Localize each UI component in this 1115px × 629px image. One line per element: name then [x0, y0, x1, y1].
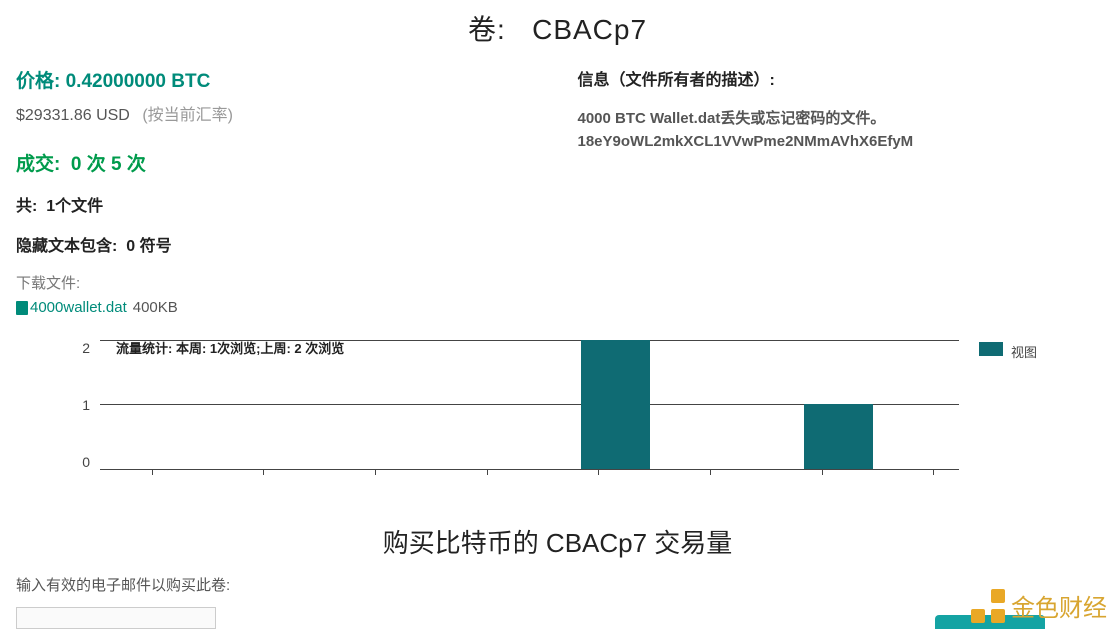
hidden-text: 隐藏文本包含: 0 符号	[16, 232, 538, 256]
legend-swatch	[979, 342, 1003, 356]
x-tick	[822, 469, 823, 475]
x-tick	[710, 469, 711, 475]
deal-label: 成交:	[16, 154, 60, 175]
title-name: CBACp7	[532, 14, 647, 45]
info-body: 4000 BTC Wallet.dat丢失或忘记密码的文件。 18eY9oWL2…	[578, 108, 1100, 153]
download-filename: 4000wallet.dat	[30, 299, 127, 316]
x-tick	[933, 469, 934, 475]
usd-note: (按当前汇率)	[142, 107, 233, 124]
hidden-value: 0 符号	[126, 238, 171, 255]
watermark-text: 金色财经	[1011, 588, 1107, 623]
watermark: 金色财经	[971, 588, 1107, 623]
traffic-chart: 流量统计: 本周: 1次浏览;上周: 2 次浏览 2 1 0 视图	[16, 340, 1099, 495]
y-tick: 0	[82, 454, 90, 470]
chart-bar	[581, 340, 650, 469]
usd-amount: $29331.86 USD	[16, 107, 130, 124]
chart-y-axis: 2 1 0	[16, 340, 100, 470]
email-input[interactable]	[16, 607, 216, 629]
chart-legend: 视图	[959, 340, 1099, 495]
info-line1: 4000 BTC Wallet.dat丢失或忘记密码的文件。	[578, 108, 1100, 131]
x-tick	[598, 469, 599, 475]
deal-line: 成交: 0 次 5 次	[16, 149, 538, 176]
title-prefix: 卷:	[468, 14, 506, 45]
chart-bar	[804, 404, 873, 469]
grid-line	[100, 340, 959, 341]
y-tick: 1	[82, 397, 90, 413]
chart-plot	[100, 340, 959, 470]
x-tick	[487, 469, 488, 475]
email-prompt: 输入有效的电子邮件以购买此卷:	[0, 560, 1115, 595]
legend-label: 视图	[1011, 342, 1037, 361]
download-size: 400KB	[133, 299, 178, 316]
x-tick	[263, 469, 264, 475]
info-heading: 信息（文件所有者的描述）:	[578, 66, 1100, 90]
total-value: 1个文件	[46, 198, 103, 215]
email-input-row	[16, 607, 216, 629]
x-tick	[152, 469, 153, 475]
usd-line: $29331.86 USD (按当前汇率)	[16, 101, 538, 125]
y-tick: 2	[82, 340, 90, 356]
file-icon	[16, 301, 28, 315]
deal-value: 0 次 5 次	[71, 154, 146, 175]
download-label: 下载文件:	[16, 272, 538, 293]
hidden-label: 隐藏文本包含:	[16, 238, 117, 255]
total-files: 共: 1个文件	[16, 192, 538, 216]
watermark-logo-icon	[971, 589, 1005, 623]
price-amount: 0.42000000 BTC	[66, 71, 211, 92]
page-title: 卷: CBACp7	[0, 0, 1115, 66]
total-label: 共:	[16, 198, 37, 215]
price-line: 价格: 0.42000000 BTC	[16, 66, 538, 93]
download-link[interactable]: 4000wallet.dat 400KB	[16, 299, 178, 316]
buy-heading: 购买比特币的 CBACp7 交易量	[0, 523, 1115, 560]
info-line2: 18eY9oWL2mkXCL1VVwPme2NMmAVhX6EfyM	[578, 131, 1100, 154]
price-label: 价格:	[16, 71, 60, 92]
x-tick	[375, 469, 376, 475]
